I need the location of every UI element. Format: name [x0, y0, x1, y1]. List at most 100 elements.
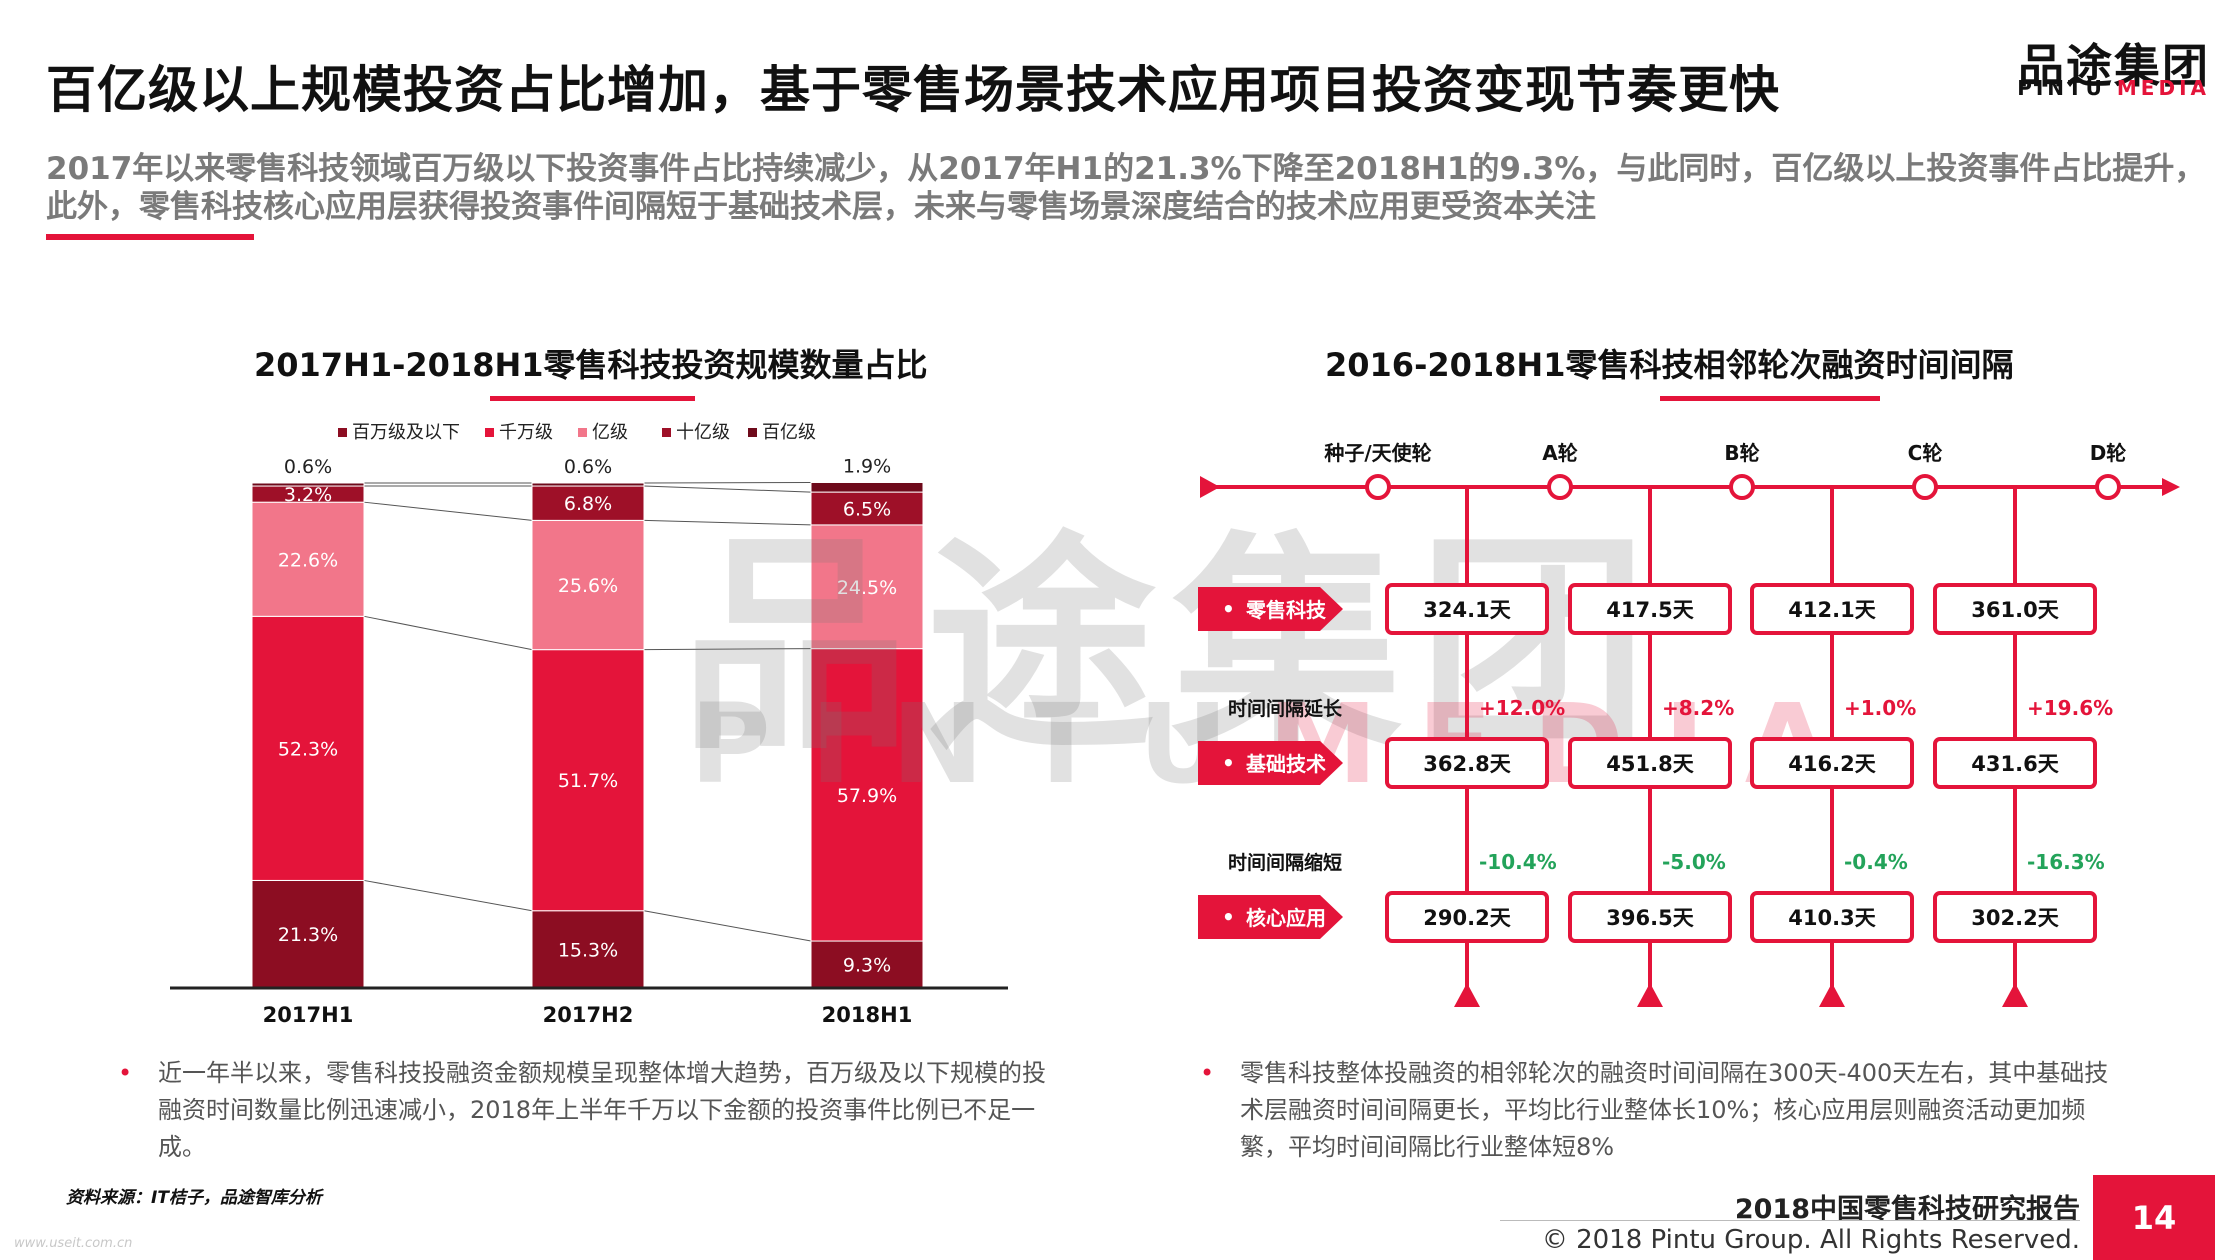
watermark-cn: 品途集团	[680, 514, 1665, 781]
interval-box	[1385, 891, 1549, 943]
round-node	[2095, 474, 2121, 500]
legend-swatch	[748, 428, 757, 437]
column-end-triangle	[1819, 983, 1845, 1007]
bar-value-label: 15.3%	[558, 939, 618, 961]
left-chart-title: 2017H1-2018H1零售科技投资规模数量占比	[254, 346, 928, 384]
interval-value: 412.1天	[1788, 598, 1876, 622]
interval-rows: • 零售科技 324.1天 417.5天 412.1天 361.0天 • 基础技术 362.8天…	[1198, 583, 2113, 943]
change-longer: +12.0%	[1479, 696, 1565, 720]
left-bullet-text: 近一年半以来，零售科技投融资金额规模呈现整体增大趋势，百万级及以下规模的投融资时…	[158, 1059, 1046, 1161]
longer-caption: 时间间隔延长	[1228, 698, 1343, 720]
row-tag	[1198, 895, 1343, 939]
column-end-triangle	[2002, 983, 2028, 1007]
interval-box	[1933, 737, 2097, 789]
chart-legend: 百万级及以下 千万级 亿级 十亿级 百亿级	[338, 422, 816, 443]
bar-segment	[251, 615, 365, 881]
copyright: © 2018 Pintu Group. All Rights Reserved.	[1541, 1225, 2080, 1255]
legend-label: 十亿级	[676, 422, 730, 443]
connector-line	[643, 910, 812, 942]
legend-swatch	[338, 428, 347, 437]
connector-line	[643, 485, 812, 493]
change-shorter: -0.4%	[1844, 850, 1908, 874]
source-note: 资料来源：IT桔子，品途智库分析	[66, 1188, 322, 1208]
interval-box	[1750, 891, 1914, 943]
round-label: D轮	[2090, 441, 2127, 465]
legend-label: 百万级及以下	[352, 422, 460, 443]
bar-connectors	[363, 481, 812, 942]
interval-box	[1750, 737, 1914, 789]
bar-segment	[531, 649, 645, 912]
logo: 品途集团	[2018, 39, 2210, 93]
column-end-triangle	[1637, 983, 1663, 1007]
interval-value: 396.5天	[1606, 906, 1694, 930]
stacked-bar-chart: 百万级及以下 千万级 亿级 十亿级 百亿级 21.3% 52.3% 22.6% 3.2% 0.6…	[170, 422, 1008, 1027]
round-node	[1729, 474, 1755, 500]
row-tag-dot: •	[1222, 905, 1235, 929]
timeline-end-arrow	[2162, 478, 2180, 496]
interval-box	[1568, 583, 1732, 635]
row-label: 核心应用	[1246, 906, 1326, 930]
logo-en-black: PINTU	[2017, 76, 2106, 100]
legend-label: 亿级	[592, 422, 628, 443]
bar-segments	[251, 481, 924, 989]
shorter-caption: 时间间隔缩短	[1228, 851, 1342, 874]
interval-value: 324.1天	[1423, 598, 1511, 622]
site-watermark: www.useit.com.cn	[14, 1236, 133, 1251]
bar-segment	[810, 481, 924, 493]
round-node	[1912, 474, 1938, 500]
change-shorter: -16.3%	[2027, 850, 2105, 874]
legend-swatch	[485, 428, 494, 437]
row-tag-dot: •	[1222, 597, 1235, 621]
row-tag	[1198, 741, 1343, 785]
page-title: 百亿级以上规模投资占比增加，基于零售场景技术应用项目投资变现节奏更快	[46, 61, 1780, 119]
round-label: 种子/天使轮	[1323, 441, 1431, 465]
round-node	[1365, 474, 1391, 500]
interval-value: 431.6天	[1971, 752, 2059, 776]
legend-swatch	[662, 428, 671, 437]
bar-value-label: 9.3%	[843, 955, 891, 977]
connector-line	[363, 501, 533, 521]
x-tick-label: 2017H2	[543, 1003, 634, 1027]
connector-line	[643, 648, 812, 651]
round-label: C轮	[1908, 441, 1943, 465]
interval-value: 290.2天	[1423, 906, 1511, 930]
left-title-underline	[490, 396, 695, 401]
bar-value-label: 3.2%	[284, 484, 332, 506]
change-longer: +19.6%	[2027, 696, 2113, 720]
bar-segment	[531, 910, 645, 989]
right-bullet-text: 零售科技整体投融资的相邻轮次的融资时间间隔在300天-400天左右，其中基础技术…	[1240, 1059, 2109, 1161]
legend-label: 百亿级	[762, 422, 816, 443]
bar-value-label: 21.3%	[278, 924, 338, 946]
bar-value-label: 52.3%	[278, 738, 338, 760]
interval-value: 362.8天	[1423, 752, 1511, 776]
bar-value-label: 22.6%	[278, 549, 338, 571]
right-title-underline	[1660, 396, 1880, 401]
bar-segment	[810, 648, 924, 942]
bar-value-label: 51.7%	[558, 770, 618, 792]
bar-value-label: 0.6%	[564, 456, 612, 478]
bar-segment	[810, 940, 924, 989]
interval-value: 416.2天	[1788, 752, 1876, 776]
bar-value-label: 1.9%	[843, 455, 891, 477]
connector-line	[363, 879, 533, 912]
connector-line	[363, 615, 533, 651]
legend-swatch	[578, 428, 587, 437]
row-tag	[1198, 587, 1343, 631]
round-label: B轮	[1724, 441, 1759, 465]
page-number: 14	[2093, 1175, 2215, 1260]
bar-segment	[531, 519, 645, 651]
interval-value: 410.3天	[1788, 906, 1876, 930]
logo-en-red: MEDIA	[2116, 76, 2210, 100]
watermark-en-black: PINTU	[690, 680, 1268, 808]
x-axis-ticks: 2017H1 2017H2 2018H1	[263, 1003, 913, 1027]
connector-line	[643, 481, 812, 484]
row-tag-dot: •	[1222, 751, 1235, 775]
x-tick-label: 2018H1	[822, 1003, 913, 1027]
interval-box	[1568, 737, 1732, 789]
funding-interval-diagram: 种子/天使轮 A轮 B轮 C轮 D轮 • 零售科技 324.1天 417.5天 412.1天 36…	[1198, 441, 2180, 1007]
round-node	[1547, 474, 1573, 500]
bar-value-label: 57.9%	[837, 785, 897, 807]
bar-segment	[251, 482, 365, 487]
subtitle-underline	[46, 234, 254, 240]
legend-label: 千万级	[499, 422, 553, 443]
